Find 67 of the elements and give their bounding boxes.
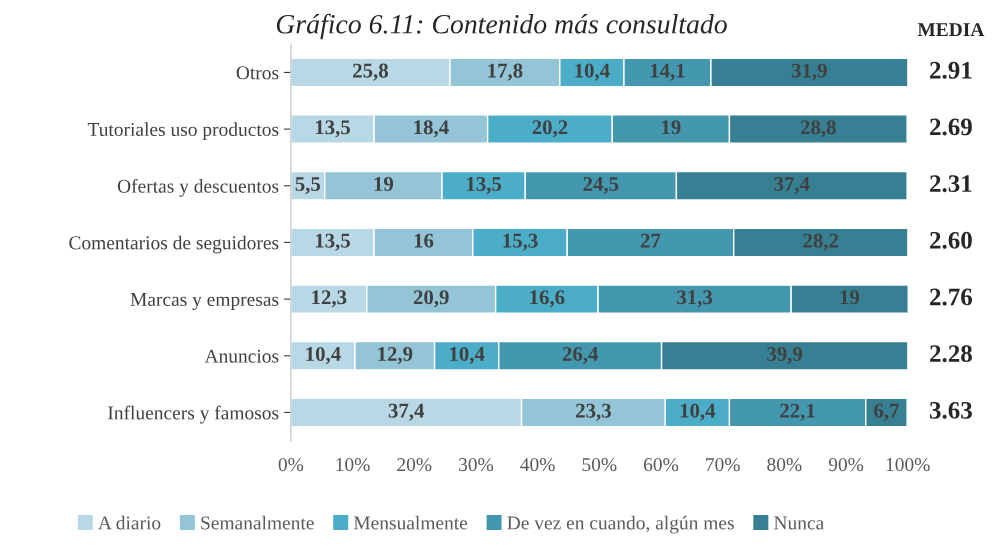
data-label: 13,5: [467, 176, 502, 194]
legend-label: Nunca: [774, 516, 824, 530]
data-label: 19: [662, 120, 681, 135]
y-tick-label: Ofertas y descuentos: [117, 178, 279, 197]
x-tick-label: 10%: [336, 458, 370, 472]
data-label: 10,4: [306, 346, 341, 365]
y-tick-label: Marcas y empresas: [130, 293, 279, 311]
data-label: 25,8: [353, 63, 388, 81]
data-label: 37,4: [774, 176, 810, 194]
data-label: 10,4: [450, 346, 485, 365]
data-label: 10,4: [680, 403, 716, 421]
y-tick-label: Influencers y famosos: [108, 405, 279, 424]
data-label: 27: [640, 233, 661, 248]
y-tick-label: Otros: [236, 66, 279, 80]
text: 2.31: [930, 175, 972, 193]
data-label: 37,4: [388, 403, 425, 421]
text: 2.91: [930, 61, 972, 79]
data-label: 5,5: [295, 177, 321, 194]
data-label: 24,5: [583, 176, 619, 194]
text: 2.76: [930, 288, 973, 306]
data-label: 23,3: [576, 403, 611, 421]
x-tick-label: 50%: [582, 458, 617, 472]
data-label: 10,4: [575, 63, 610, 81]
text: 2.60: [930, 231, 972, 249]
text: 2.69: [930, 118, 972, 136]
data-label: 39,9: [767, 347, 803, 365]
data-label: 15,3: [503, 233, 538, 251]
data-label: 31,9: [791, 63, 827, 81]
data-label: 18,4: [414, 120, 449, 138]
data-label: 28,8: [800, 120, 836, 138]
data-label: 13,5: [315, 120, 350, 138]
text: 3.63: [929, 401, 972, 419]
data-label: 12,9: [378, 347, 413, 365]
x-tick-label: 60%: [643, 458, 679, 472]
text: 2.28: [930, 345, 972, 363]
x-tick-label: 80%: [767, 458, 802, 472]
text: MEDIA: [917, 23, 985, 37]
data-label: 26,4: [562, 347, 599, 365]
chart-title: Gráfico 6.11: Contenido más consultado: [276, 13, 727, 40]
y-tick-label: Comentarios de seguidores: [69, 235, 279, 254]
legend-label: Semanalmente: [201, 515, 314, 530]
x-tick-label: 90%: [828, 458, 864, 472]
data-label: 14,1: [650, 63, 685, 81]
data-label: 31,3: [677, 290, 713, 308]
data-label: 6,7: [874, 403, 899, 421]
data-label: 17,8: [488, 63, 523, 81]
data-label: 13,5: [315, 233, 350, 251]
x-tick-label: 0%: [278, 458, 304, 472]
data-label: 28,2: [803, 233, 839, 251]
data-label: 19: [374, 176, 394, 191]
y-tick-label: Tutoriales uso productos: [87, 122, 279, 140]
data-label: 19: [840, 290, 860, 305]
x-tick-label: 20%: [397, 458, 432, 472]
legend-label: Mensualmente: [353, 515, 468, 530]
data-label: 16,6: [530, 290, 565, 308]
legend-label: A diario: [98, 515, 161, 530]
x-tick-label: 40%: [520, 458, 555, 472]
data-label: 20,9: [413, 290, 449, 308]
x-tick-label: 100%: [886, 458, 930, 472]
data-label: 16: [414, 233, 434, 248]
legend-label: De vez en cuando, algún mes: [507, 515, 734, 534]
data-label: 22,1: [780, 403, 815, 421]
data-label: 20,2: [532, 120, 568, 138]
y-tick-label: Anuncios: [204, 349, 279, 363]
x-tick-label: 30%: [459, 458, 494, 472]
data-label: 12,3: [312, 290, 347, 308]
x-tick-label: 70%: [706, 458, 740, 472]
